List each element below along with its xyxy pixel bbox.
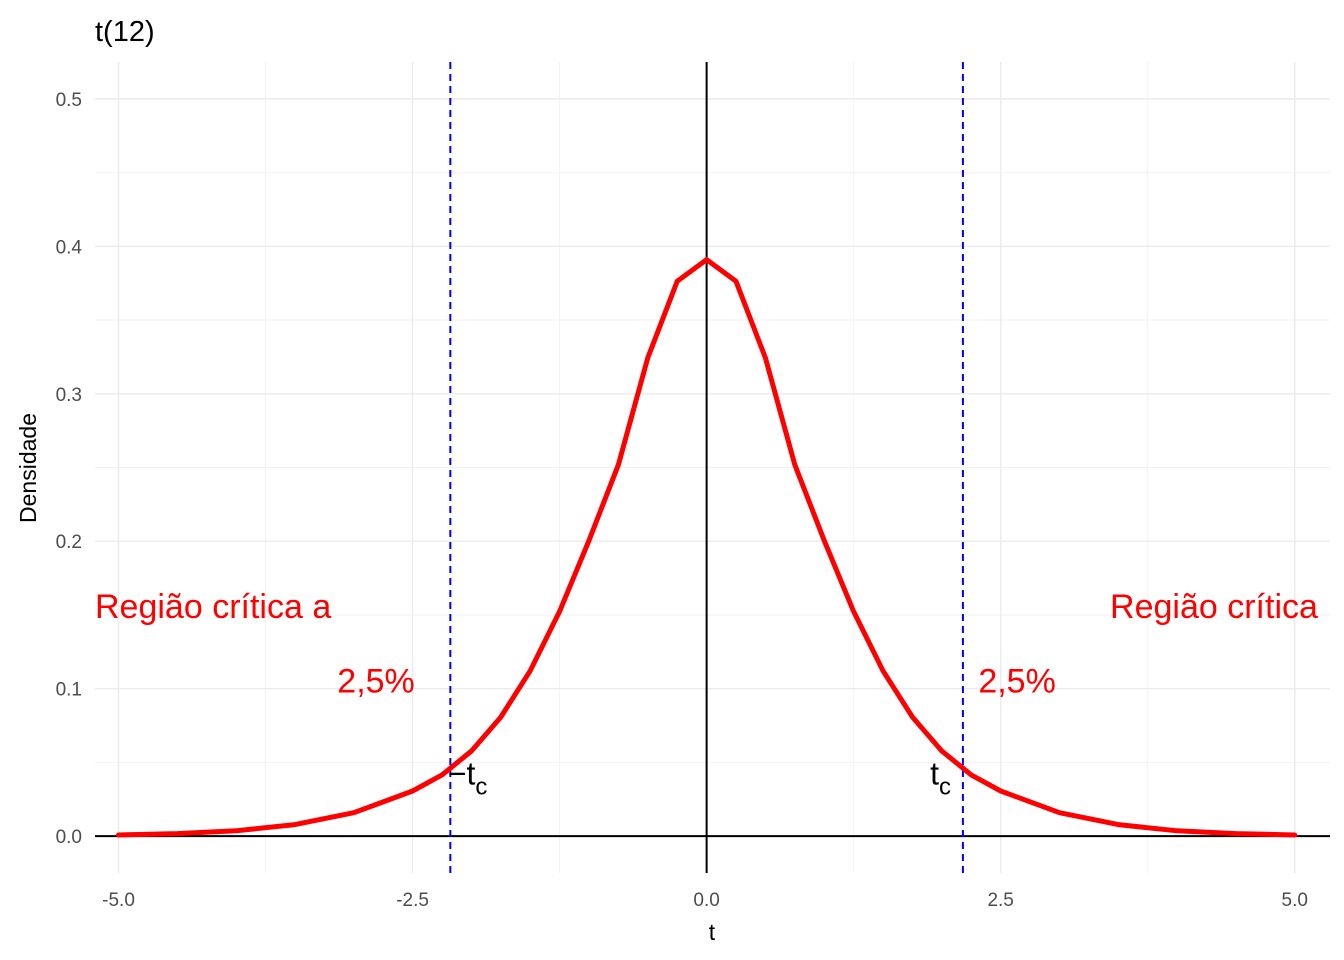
tc-label-main: t — [930, 756, 939, 792]
tc-label: −tc — [448, 756, 488, 801]
density-curve — [116, 257, 1298, 838]
y-tick-label: 0.0 — [56, 827, 82, 848]
reference-lines — [95, 62, 1330, 873]
x-tick-label: 2.5 — [987, 890, 1013, 911]
y-axis-label: Densidade — [15, 413, 41, 523]
tc-label-main: −t — [448, 756, 476, 792]
x-tick-label: 0.0 — [693, 890, 719, 911]
y-tick-label: 0.1 — [56, 680, 82, 701]
region-annotation: 2,5% — [978, 662, 1056, 700]
chart-title: t(12) — [95, 16, 155, 48]
tc-label-subscript: c — [475, 774, 487, 801]
region-annotation: 2,5% — [337, 662, 415, 700]
y-tick-label: 0.3 — [56, 385, 82, 406]
x-tick-label: -2.5 — [396, 890, 429, 911]
region-annotation: Região crítica — [1110, 588, 1318, 626]
y-tick-label: 0.5 — [56, 90, 82, 111]
tc-label-subscript: c — [939, 774, 951, 801]
region-annotation: Região crítica a — [95, 588, 331, 626]
y-tick-label: 0.2 — [56, 532, 82, 553]
tc-label: tc — [930, 756, 951, 801]
x-axis-ticks: -5.0 -2.5 0.0 2.5 5.0 — [102, 890, 1308, 911]
series-layer — [116, 257, 1298, 838]
y-axis-ticks: 0.0 0.1 0.2 0.3 0.4 0.5 — [56, 90, 83, 848]
y-tick-label: 0.4 — [56, 237, 83, 258]
grid — [95, 62, 1330, 873]
x-tick-label: -5.0 — [102, 890, 135, 911]
annotations: Região crítica a Região crítica 2,5% 2,5% −t… — [95, 588, 1318, 801]
x-axis-label: t — [709, 919, 716, 945]
x-tick-label: 5.0 — [1282, 890, 1308, 911]
